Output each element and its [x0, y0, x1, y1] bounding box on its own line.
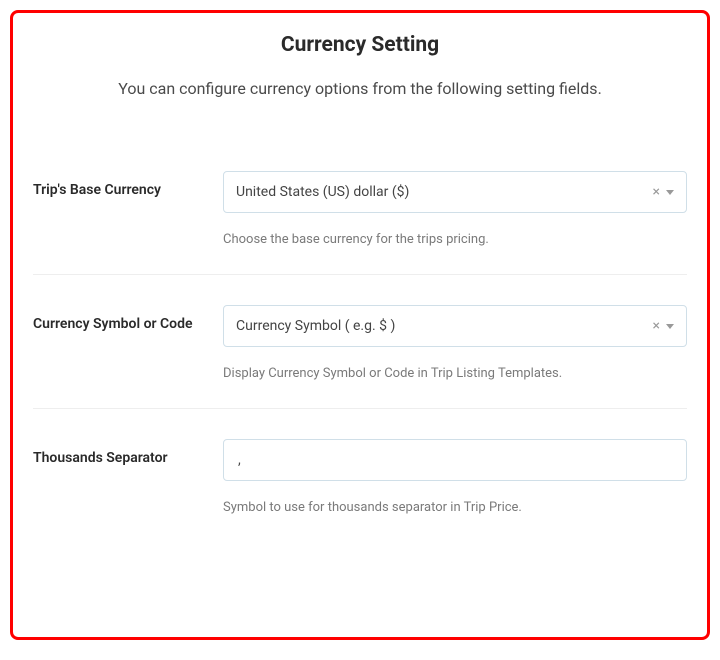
page-title: Currency Setting: [33, 33, 687, 57]
chevron-down-icon[interactable]: [666, 324, 674, 329]
base-currency-label: Trip's Base Currency: [33, 171, 223, 201]
base-currency-content: United States (US) dollar ($) × Choose t…: [223, 171, 687, 249]
page-subtitle: You can configure currency options from …: [33, 77, 687, 101]
thousands-separator-help: Symbol to use for thousands separator in…: [223, 499, 687, 517]
thousands-separator-value: ,: [238, 452, 241, 468]
clear-icon[interactable]: ×: [653, 318, 660, 334]
symbol-or-code-label: Currency Symbol or Code: [33, 305, 223, 335]
thousands-separator-content: , Symbol to use for thousands separator …: [223, 439, 687, 517]
select-actions: ×: [653, 184, 674, 200]
symbol-or-code-select[interactable]: Currency Symbol ( e.g. $ ) ×: [223, 305, 687, 347]
base-currency-select[interactable]: United States (US) dollar ($) ×: [223, 171, 687, 213]
base-currency-help: Choose the base currency for the trips p…: [223, 231, 687, 249]
chevron-down-icon[interactable]: [666, 190, 674, 195]
field-base-currency: Trip's Base Currency United States (US) …: [33, 141, 687, 275]
clear-icon[interactable]: ×: [653, 184, 660, 200]
field-symbol-or-code: Currency Symbol or Code Currency Symbol …: [33, 275, 687, 409]
settings-header: Currency Setting You can configure curre…: [33, 33, 687, 101]
symbol-or-code-content: Currency Symbol ( e.g. $ ) × Display Cur…: [223, 305, 687, 383]
base-currency-value: United States (US) dollar ($): [236, 184, 653, 200]
thousands-separator-label: Thousands Separator: [33, 439, 223, 469]
settings-panel: Currency Setting You can configure curre…: [10, 10, 710, 640]
thousands-separator-input[interactable]: ,: [223, 439, 687, 481]
symbol-or-code-help: Display Currency Symbol or Code in Trip …: [223, 365, 687, 383]
select-actions: ×: [653, 318, 674, 334]
symbol-or-code-value: Currency Symbol ( e.g. $ ): [236, 318, 653, 334]
field-thousands-separator: Thousands Separator , Symbol to use for …: [33, 409, 687, 542]
